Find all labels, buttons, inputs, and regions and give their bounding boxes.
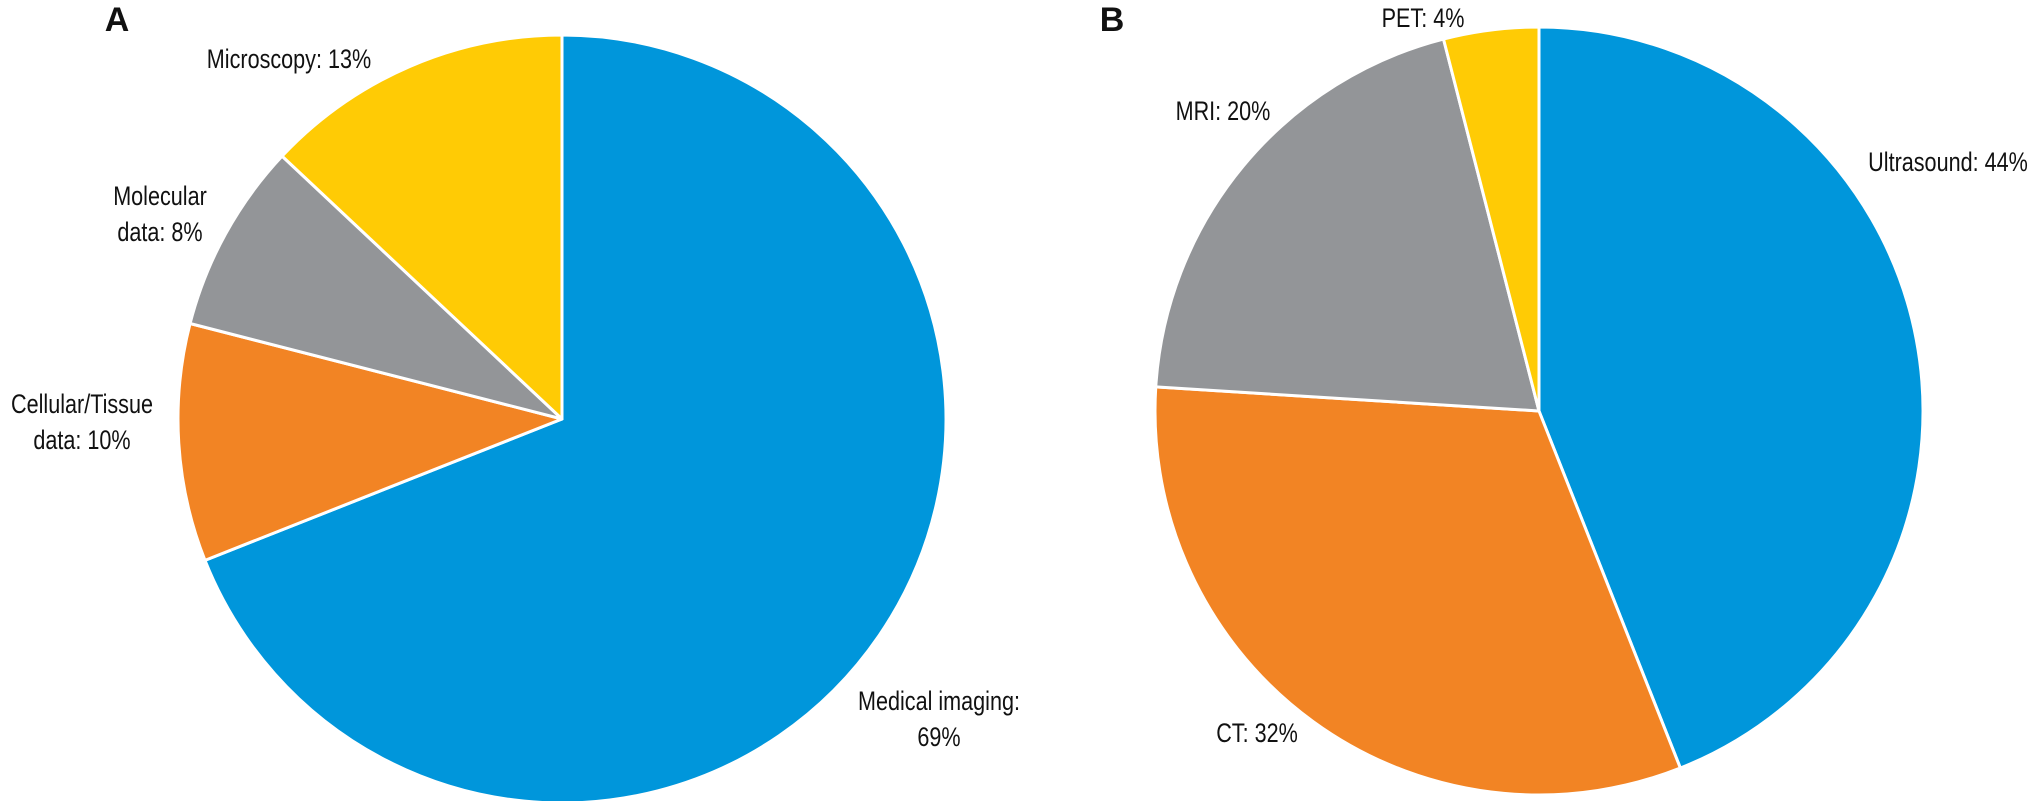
slice-label: CT: 32% — [1216, 719, 1298, 749]
slice-label: Medical imaging: — [858, 687, 1020, 717]
slice-label: Molecular — [113, 182, 207, 212]
pie-slice — [1442, 25, 1541, 413]
pie-slice — [1154, 37, 1541, 413]
pie-slice — [188, 154, 564, 421]
pie-slice — [176, 322, 564, 562]
panel-title: B — [1100, 1, 1125, 39]
pie-slice — [280, 33, 564, 421]
pie-slice — [1537, 25, 1925, 770]
pie-slice — [203, 33, 948, 801]
slice-label: PET: 4% — [1382, 4, 1465, 34]
slice-label: Cellular/Tissue — [11, 390, 153, 420]
panel-title: A — [105, 1, 130, 39]
slice-label: data: 8% — [117, 218, 202, 248]
slice-label: MRI: 20% — [1176, 97, 1271, 127]
slice-label: data: 10% — [33, 426, 130, 456]
pie-slice — [1153, 385, 1682, 797]
slice-label: Microscopy: 13% — [207, 45, 371, 75]
slice-label: Ultrasound: 44% — [1868, 148, 2028, 178]
slice-label: 69% — [917, 723, 960, 753]
